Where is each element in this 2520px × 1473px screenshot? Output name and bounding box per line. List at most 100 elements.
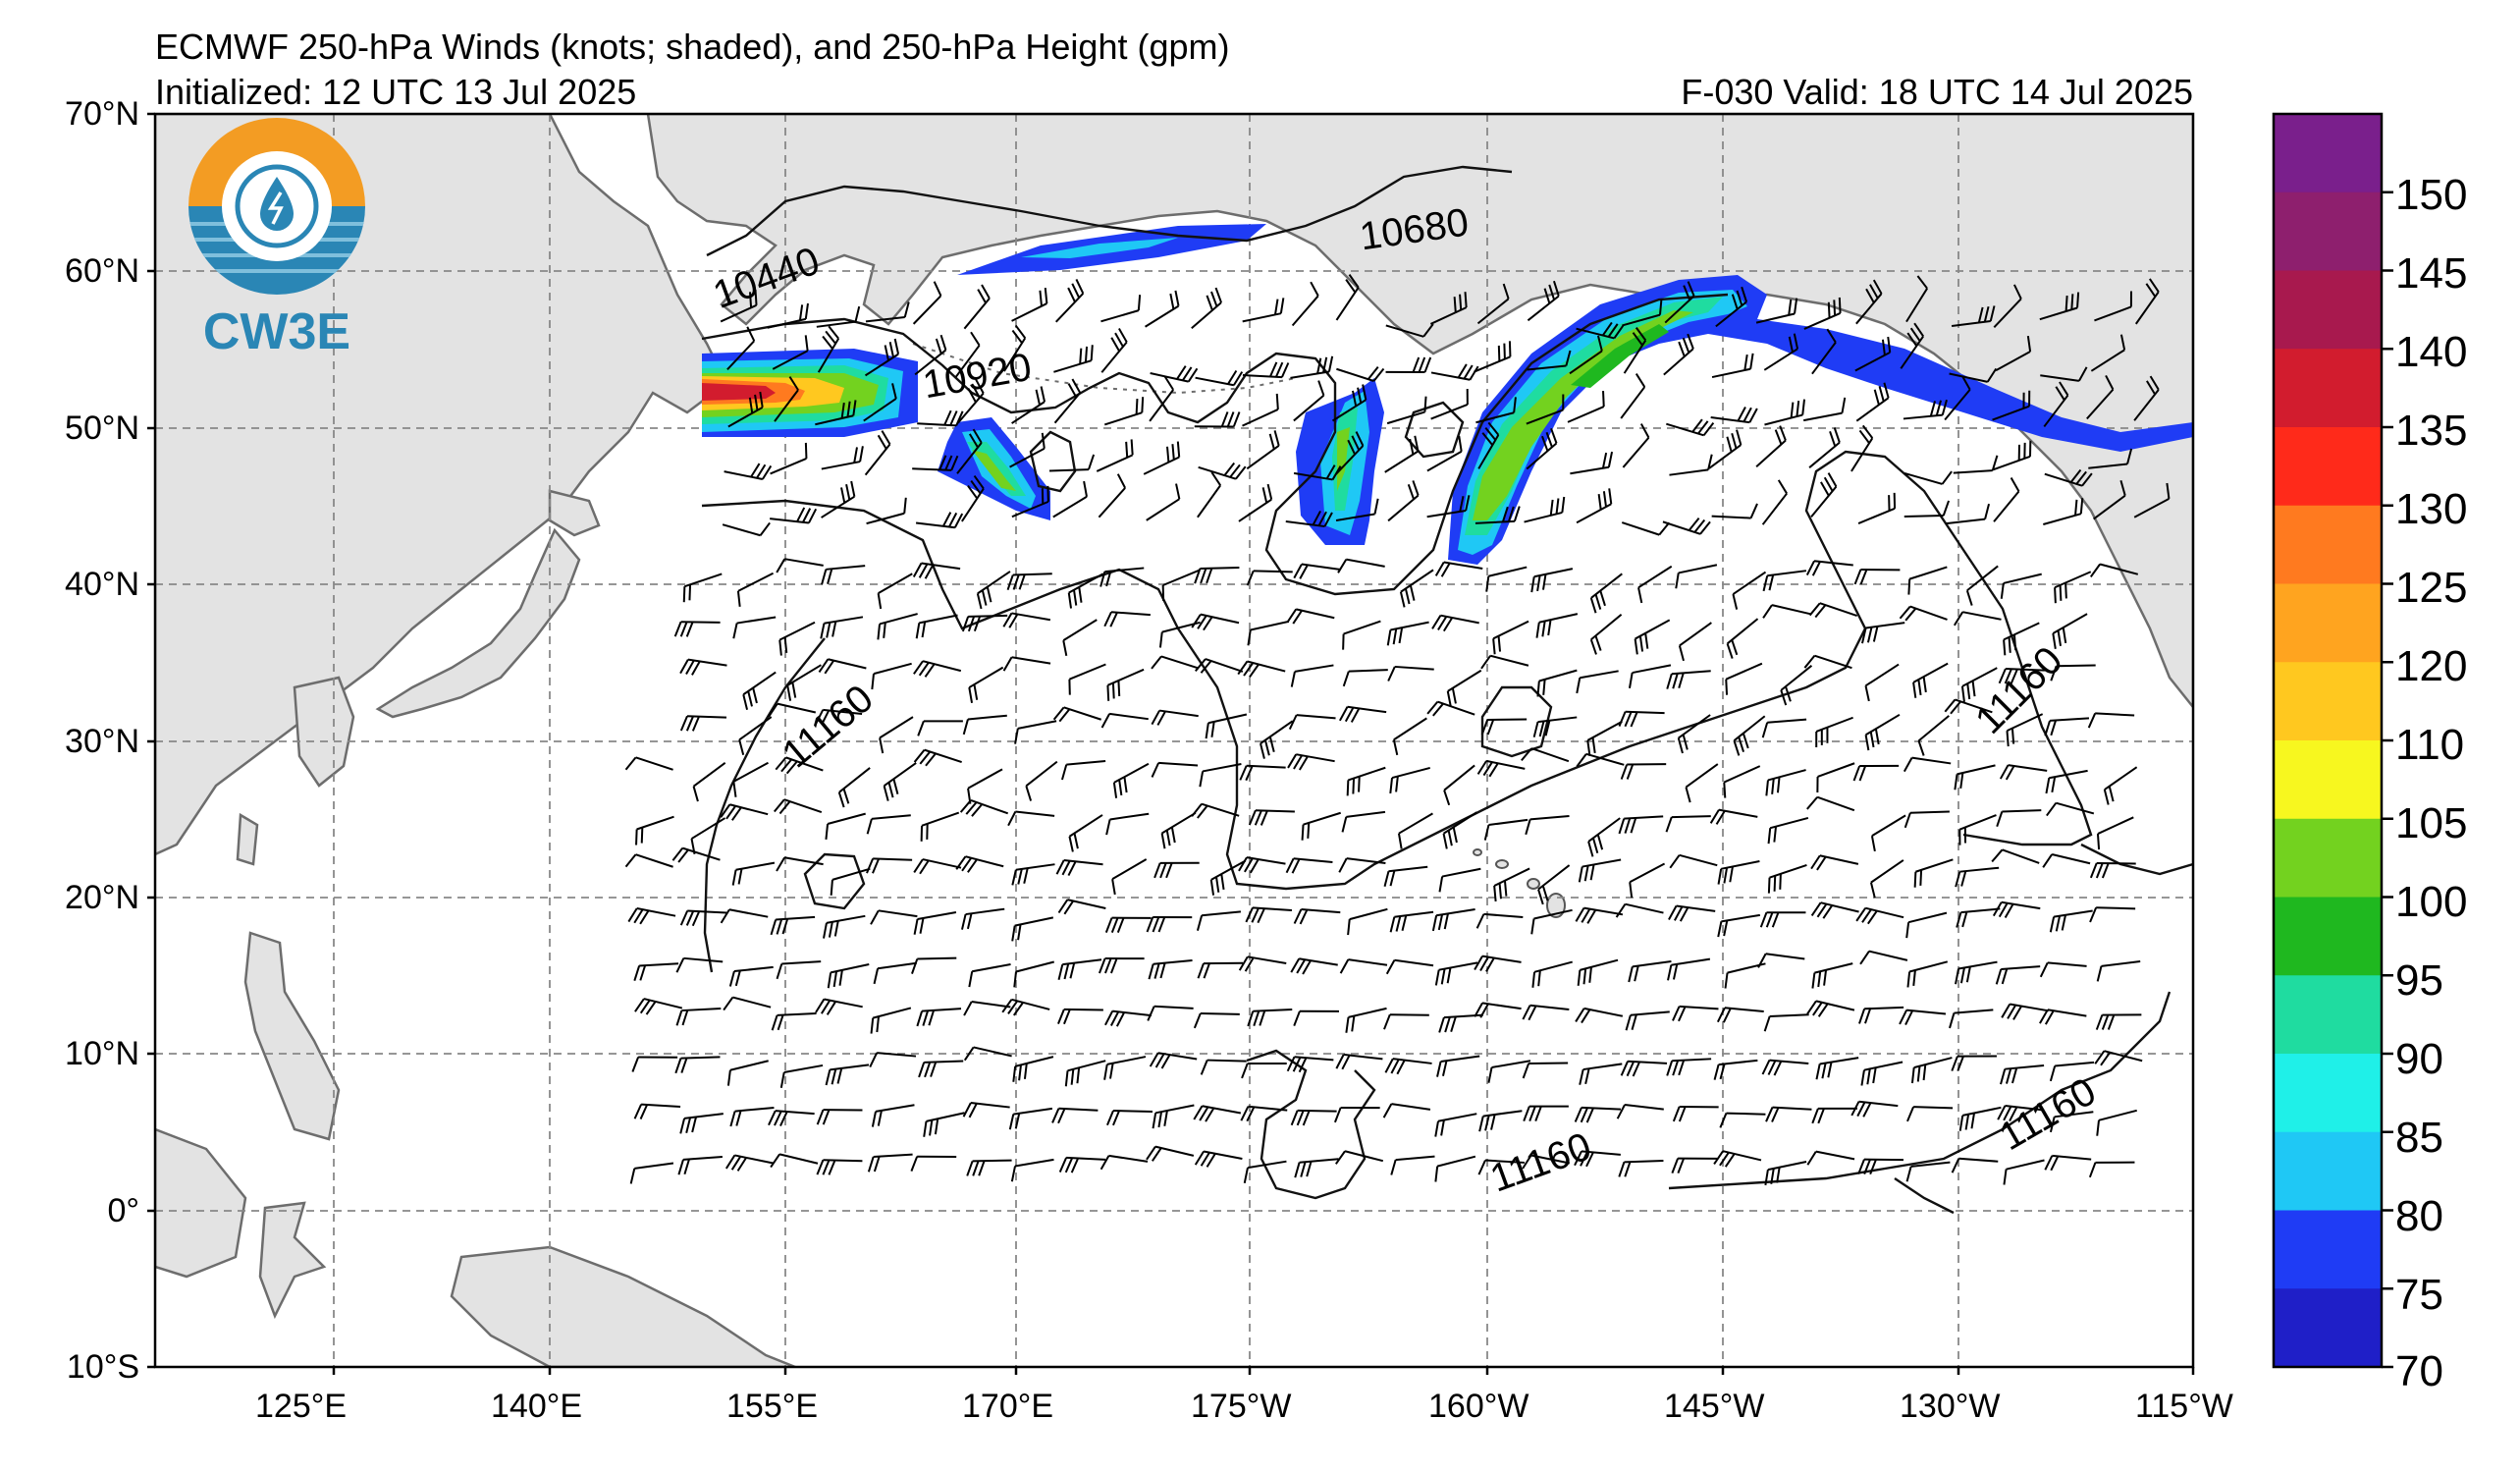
- lon-label: 170°E: [962, 1388, 1054, 1425]
- wind-barb: [1239, 764, 1286, 782]
- wind-barb: [729, 1106, 775, 1127]
- wind-barb: [1146, 483, 1181, 521]
- wind-barb: [1620, 372, 1646, 419]
- wind-barb: [1759, 911, 1806, 928]
- wind-barb: [1347, 907, 1388, 936]
- wind-barb: [770, 507, 818, 524]
- wind-barb: [770, 915, 816, 936]
- wind-barb: [1761, 479, 1788, 525]
- wind-barb: [1811, 1107, 1857, 1124]
- wind-barb: [976, 571, 1011, 610]
- wind-barb: [1672, 1005, 1719, 1022]
- wind-barb: [1634, 619, 1671, 655]
- wind-barb: [633, 962, 679, 982]
- wind-barb: [1434, 961, 1478, 986]
- wind-barb: [2134, 278, 2160, 325]
- landmass-korea: [293, 676, 355, 788]
- wind-barb: [1286, 1056, 1334, 1073]
- wind-barb: [2046, 801, 2095, 817]
- wind-barb: [1616, 1103, 1664, 1119]
- wind-barb: [1386, 621, 1429, 646]
- wind-barb: [1430, 388, 1469, 420]
- wind-barb: [1336, 366, 1385, 382]
- wind-barb: [910, 1155, 957, 1172]
- wind-barb: [866, 814, 911, 835]
- wind-barb: [2086, 374, 2115, 420]
- wind-barb: [1726, 618, 1759, 659]
- wind-barb: [1997, 1104, 2045, 1121]
- wind-barb: [1285, 857, 1333, 874]
- wind-barb: [2039, 1009, 2087, 1025]
- wind-barb: [1903, 399, 1948, 420]
- wind-barb: [1628, 664, 1672, 689]
- wind-barb: [1666, 670, 1711, 689]
- wind-barb: [1535, 613, 1579, 638]
- wind-barb: [1099, 567, 1145, 587]
- wind-barb: [1765, 769, 1806, 796]
- wind-barb: [1382, 1103, 1431, 1118]
- wind-barb: [1240, 1105, 1288, 1122]
- wind-barb: [634, 998, 683, 1015]
- wind-barb: [1290, 1109, 1337, 1126]
- wind-barb: [1858, 1006, 1904, 1024]
- wind-barb: [817, 325, 840, 373]
- wind-barb: [1143, 441, 1181, 475]
- wind-barb: [1992, 440, 2032, 471]
- wind-barb: [1001, 998, 1050, 1016]
- wind-barb: [1493, 867, 1530, 901]
- wind-barb: [775, 756, 824, 775]
- wind-barb: [1992, 900, 2041, 919]
- wind-barb: [633, 1103, 681, 1119]
- wind-barb: [1623, 327, 1647, 374]
- wind-barb: [679, 1113, 724, 1134]
- valid-time: F-030 Valid: 18 UTC 14 Jul 2025: [1681, 72, 2193, 112]
- wind-barb: [825, 812, 866, 840]
- wind-barb: [2096, 1109, 2137, 1136]
- wind-barb: [1806, 1150, 1855, 1166]
- wind-barb: [774, 376, 799, 422]
- wind-barb: [1067, 573, 1104, 609]
- wind-barb: [1522, 1062, 1569, 1079]
- wind-barb: [724, 1154, 774, 1172]
- wind-barb: [821, 480, 856, 518]
- wind-barb: [770, 442, 808, 475]
- wind-barb: [1589, 613, 1623, 655]
- wind-barb: [1587, 817, 1621, 857]
- wind-barb: [770, 1153, 819, 1169]
- wind-barb: [1991, 848, 2040, 864]
- wind-barb: [1246, 570, 1293, 586]
- wind-barb: [2044, 468, 2093, 487]
- wind-barb: [1337, 558, 1385, 573]
- wind-barb: [2054, 571, 2092, 604]
- wind-barb: [1576, 670, 1619, 694]
- wind-barb: [1852, 764, 1900, 782]
- wind-barb: [821, 446, 864, 470]
- wind-barb: [1615, 902, 1664, 918]
- wind-barb: [1574, 1150, 1621, 1168]
- wind-barb: [1103, 611, 1151, 627]
- wind-barb: [1999, 764, 2048, 781]
- wind-barb: [1248, 809, 1295, 826]
- wind-barb: [913, 858, 962, 875]
- wind-barb: [914, 334, 947, 376]
- wind-barb: [1243, 1160, 1287, 1183]
- wind-barb: [1864, 663, 1900, 702]
- wind-barb: [1293, 908, 1341, 925]
- wind-barb: [1530, 908, 1573, 935]
- wind-barb: [968, 666, 1004, 703]
- wind-barb: [2044, 717, 2090, 736]
- wind-barb: [1526, 427, 1558, 470]
- wind-barb: [961, 907, 1005, 930]
- wind-barb: [728, 965, 774, 987]
- wind-barb: [1338, 705, 1387, 723]
- wind-barb: [677, 1155, 723, 1175]
- wind-barb: [913, 911, 957, 935]
- wind-barb: [1285, 510, 1333, 528]
- wind-barb: [1716, 1007, 1764, 1023]
- wind-barb: [1007, 810, 1055, 827]
- landmass-borneo: [155, 1127, 247, 1279]
- wind-barb: [2044, 1154, 2092, 1172]
- cw3e-logo: CW3E: [188, 118, 365, 360]
- wind-barb: [1992, 390, 2031, 421]
- wind-barb: [1949, 1009, 1994, 1029]
